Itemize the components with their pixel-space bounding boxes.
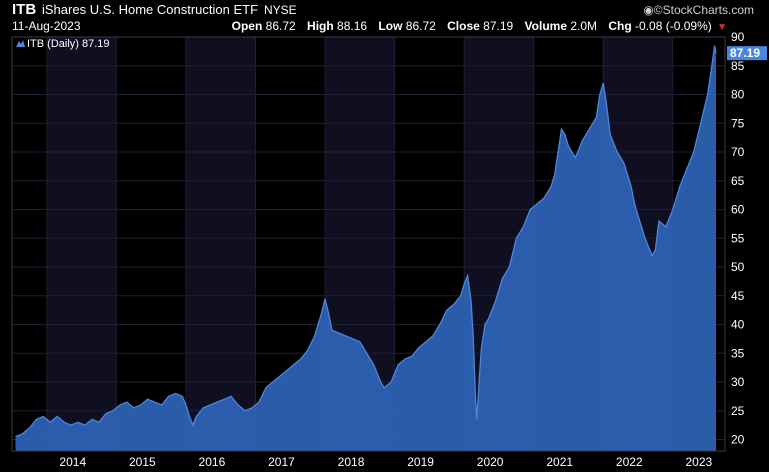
low-label: Low: [378, 19, 403, 33]
y-tick-label: 65: [731, 174, 745, 188]
price-line: [15, 45, 717, 438]
brand-watermark[interactable]: ◉©StockCharts.com: [643, 2, 754, 18]
y-tick-label: 35: [731, 346, 745, 360]
close-label: Close: [447, 19, 480, 33]
y-tick-label: 90: [731, 30, 745, 44]
volume-label: Volume: [524, 19, 567, 33]
x-axis: 2014 2015 2016 2017 2018 2019 2020 2021 2022 2023: [59, 455, 712, 469]
y-tick-label: 55: [731, 231, 745, 245]
quote-date: 11-Aug-2023: [12, 19, 81, 33]
x-tick-label: 2019: [407, 455, 434, 469]
year-band: [185, 37, 256, 451]
y-tick-label: 70: [731, 145, 745, 159]
y-tick-label: 75: [731, 116, 745, 130]
low-value: 86.72: [405, 19, 436, 33]
y-tick-label: 85: [731, 59, 745, 73]
ticker-symbol: ITB: [12, 1, 37, 18]
down-triangle-icon: ▼: [717, 22, 727, 33]
y-tick-label: 80: [731, 88, 745, 102]
high-label: High: [307, 19, 334, 33]
quote-row: 11-Aug-2023 Open 86.72 High 88.16 Low 86…: [0, 18, 769, 34]
x-tick-label: 2023: [685, 455, 712, 469]
y-tick-label: 30: [731, 375, 745, 389]
close-value: 87.19: [483, 19, 514, 33]
y-tick-label: 60: [731, 203, 745, 217]
change-label: Chg: [608, 19, 632, 33]
last-price-box: [727, 46, 767, 61]
open-label: Open: [231, 19, 263, 33]
x-tick-label: 2020: [477, 455, 504, 469]
open-value: 86.72: [265, 19, 296, 33]
exchange-label: NYSE: [264, 3, 297, 17]
legend-label: ITB (Daily) 87.19: [27, 38, 110, 50]
change-value: -0.08 (-0.09%): [635, 19, 712, 33]
plot-frame: [11, 36, 726, 452]
last-price-label: 87.19: [730, 46, 760, 60]
x-tick-label: 2016: [199, 455, 226, 469]
y-tick-label: 20: [731, 433, 745, 447]
y-axis: 20 25 30 35 40 45 50 55 60 65 70 75 80 85 90: [731, 30, 745, 447]
quote-summary: Open 86.72 High 88.16 Low 86.72 Close 87…: [232, 18, 727, 36]
globe-icon: ◉: [643, 3, 654, 17]
y-tick-label: 25: [731, 404, 745, 418]
fund-name: iShares U.S. Home Construction ETF: [42, 2, 259, 17]
y-tick-label: 40: [731, 318, 745, 332]
x-tick-label: 2014: [59, 455, 86, 469]
x-tick-label: 2015: [129, 455, 156, 469]
brand-text: ©StockCharts.com: [653, 3, 754, 17]
price-area: [15, 45, 716, 451]
y-tick-label: 45: [731, 289, 745, 303]
chart-legend: ITB (Daily) 87.19: [16, 38, 110, 50]
year-band: [46, 37, 117, 451]
x-tick-label: 2021: [546, 455, 573, 469]
x-tick-label: 2017: [268, 455, 295, 469]
mountain-area-icon: [16, 40, 25, 47]
chart-title-row: ITB iShares U.S. Home Construction ETF N…: [0, 2, 769, 18]
x-tick-label: 2018: [338, 455, 365, 469]
y-tick-label: 50: [731, 260, 745, 274]
volume-value: 2.0M: [570, 19, 598, 33]
last-price-marker: 87.19: [727, 46, 767, 61]
price-series: [15, 45, 717, 451]
high-value: 88.16: [337, 19, 368, 33]
x-tick-label: 2022: [616, 455, 643, 469]
